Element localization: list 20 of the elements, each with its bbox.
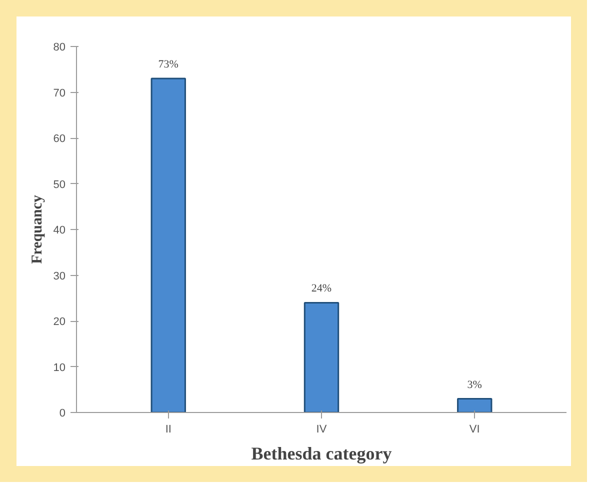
y-tick-label: 70 — [53, 87, 66, 100]
y-tick-label: 0 — [59, 408, 66, 420]
data-label: 24% — [311, 282, 332, 295]
y-tick-label: 30 — [53, 270, 66, 282]
bar — [150, 78, 186, 412]
data-label: 73% — [158, 58, 178, 71]
y-tick-label: 60 — [53, 133, 66, 145]
x-tick-label: VI — [469, 424, 480, 436]
bar — [304, 302, 340, 412]
data-label: 3% — [467, 378, 482, 391]
y-tick-label: 80 — [53, 42, 66, 54]
y-tick-label: 40 — [53, 224, 66, 236]
x-axis-title: Bethesda category — [251, 444, 392, 464]
y-tick-label: 50 — [53, 178, 66, 191]
y-tick-label: 10 — [53, 362, 66, 374]
y-axis-title: Frequancy — [29, 194, 46, 264]
y-tick-label: 20 — [53, 316, 66, 328]
x-tick-label: IV — [316, 424, 328, 436]
bar — [457, 398, 492, 412]
x-tick-label: II — [165, 424, 172, 436]
